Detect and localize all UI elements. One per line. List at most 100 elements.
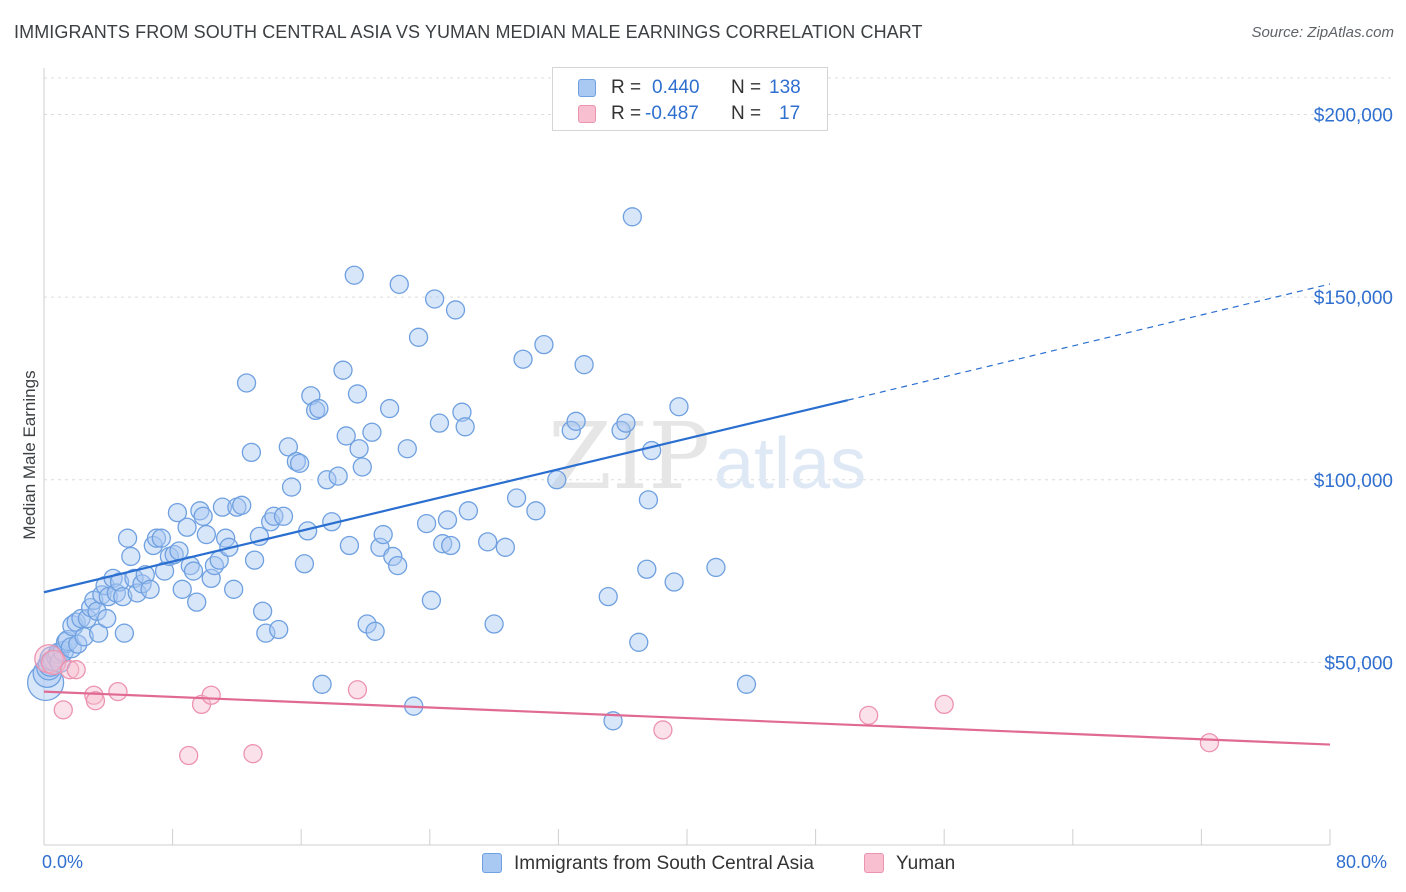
data-point-immigrants (317, 470, 337, 490)
data-point-immigrants (365, 621, 385, 641)
x-tick-label-min: 0.0% (42, 852, 84, 872)
data-point-immigrants (637, 559, 657, 579)
source-label: Source: ZipAtlas.com (1251, 24, 1394, 41)
data-point-immigrants (212, 497, 233, 517)
data-point-immigrants (669, 397, 689, 417)
data-point-immigrants (347, 384, 368, 404)
data-point-immigrants (281, 477, 302, 497)
data-point-immigrants (336, 426, 356, 446)
series-yuman-points (34, 644, 1220, 766)
data-point-immigrants (598, 586, 618, 607)
data-point-immigrants (89, 623, 109, 643)
gridlines (44, 77, 1395, 663)
chart-title: IMMIGRANTS FROM SOUTH CENTRAL ASIA VS YU… (14, 22, 923, 42)
data-point-immigrants (452, 402, 472, 422)
x-tick-label-max: 80.0% (1336, 852, 1388, 872)
data-point-immigrants (183, 561, 204, 581)
data-point-yuman (60, 660, 80, 680)
y-tick-labels: $50,000 $100,000 $150,000 $200,000 (1314, 106, 1393, 675)
y-tick-label: $150,000 (1314, 288, 1393, 309)
data-point-yuman (243, 744, 263, 764)
y-tick-label: $200,000 (1314, 106, 1393, 127)
data-point-immigrants (68, 634, 88, 654)
data-point-yuman (85, 691, 106, 711)
data-point-immigrants (433, 534, 453, 554)
data-point-immigrants (328, 466, 348, 486)
data-point-immigrants (455, 417, 475, 437)
data-point-immigrants (526, 501, 546, 521)
data-point-immigrants (109, 572, 130, 592)
data-point-immigrants (706, 557, 726, 578)
data-point-immigrants (339, 535, 360, 556)
legend-r-value: -0.487 (645, 103, 699, 124)
data-point-immigrants (244, 550, 265, 570)
bottom-legend-label: Immigrants from South Central Asia (514, 853, 814, 874)
data-point-immigrants (344, 265, 364, 285)
data-point-immigrants (478, 532, 498, 552)
data-point-immigrants (416, 513, 437, 534)
legend-n-value: 17 (779, 103, 801, 124)
data-point-yuman (179, 745, 199, 766)
data-point-immigrants (641, 440, 662, 461)
data-point-yuman (108, 681, 128, 702)
data-point-immigrants (561, 420, 581, 441)
data-point-immigrants (140, 579, 160, 599)
data-point-immigrants (273, 506, 294, 526)
data-point-immigrants (352, 457, 372, 477)
data-point-immigrants (190, 501, 210, 521)
trend-line-immigrants (43, 399, 849, 594)
data-point-immigrants (312, 674, 332, 694)
data-point-immigrants (154, 561, 175, 581)
data-point-immigrants (547, 470, 567, 490)
data-point-immigrants (513, 349, 533, 369)
watermark-atlas: atlas (714, 424, 866, 504)
data-point-immigrants (424, 289, 445, 309)
data-point-immigrants (373, 524, 393, 545)
data-point-immigrants (736, 674, 757, 694)
data-point-immigrants (278, 437, 298, 457)
data-point-immigrants (357, 614, 377, 634)
data-point-immigrants (232, 495, 252, 515)
data-point-immigrants (241, 442, 262, 463)
data-point-immigrants (196, 524, 217, 545)
data-point-immigrants (495, 537, 516, 557)
data-point-immigrants (71, 608, 91, 629)
data-point-immigrants (306, 400, 326, 421)
data-point-immigrants (121, 546, 141, 567)
data-point-yuman (347, 680, 368, 700)
data-point-immigrants (387, 555, 408, 576)
data-point-immigrants (146, 528, 167, 548)
series-immigrants-points (26, 207, 757, 731)
data-point-immigrants (117, 528, 138, 548)
trend-line-immigrants-extension (847, 283, 1331, 401)
watermark-zip: ZIP (548, 403, 710, 510)
data-point-immigrants (269, 619, 289, 640)
data-point-immigrants (349, 439, 369, 459)
legend-n-label: N = (731, 103, 762, 124)
legend-r-label: R = (611, 103, 642, 124)
legend-swatch-blue (578, 79, 596, 97)
trend-lines (43, 283, 1331, 746)
legend-r-value: 0.440 (652, 77, 700, 98)
data-point-immigrants (113, 586, 133, 607)
data-point-immigrants (151, 528, 171, 548)
data-point-immigrants (362, 422, 382, 442)
data-point-immigrants (177, 517, 197, 537)
data-point-yuman (653, 720, 673, 740)
data-point-immigrants (429, 413, 450, 433)
bottom-legend-swatch-blue (482, 853, 502, 873)
trend-line-yuman (43, 690, 1331, 746)
legend-n-value: 138 (769, 77, 801, 98)
data-point-immigrants (616, 413, 636, 433)
data-point-immigrants (77, 608, 98, 629)
data-point-immigrants (458, 501, 479, 521)
data-point-immigrants (408, 327, 429, 347)
data-point-yuman (1199, 733, 1220, 753)
data-point-immigrants (566, 411, 586, 431)
data-point-immigrants (187, 592, 207, 612)
legend-r-label: R = (611, 77, 642, 98)
y-tick-label: $100,000 (1314, 471, 1393, 492)
data-point-immigrants (445, 300, 466, 320)
data-point-immigrants (574, 355, 594, 375)
